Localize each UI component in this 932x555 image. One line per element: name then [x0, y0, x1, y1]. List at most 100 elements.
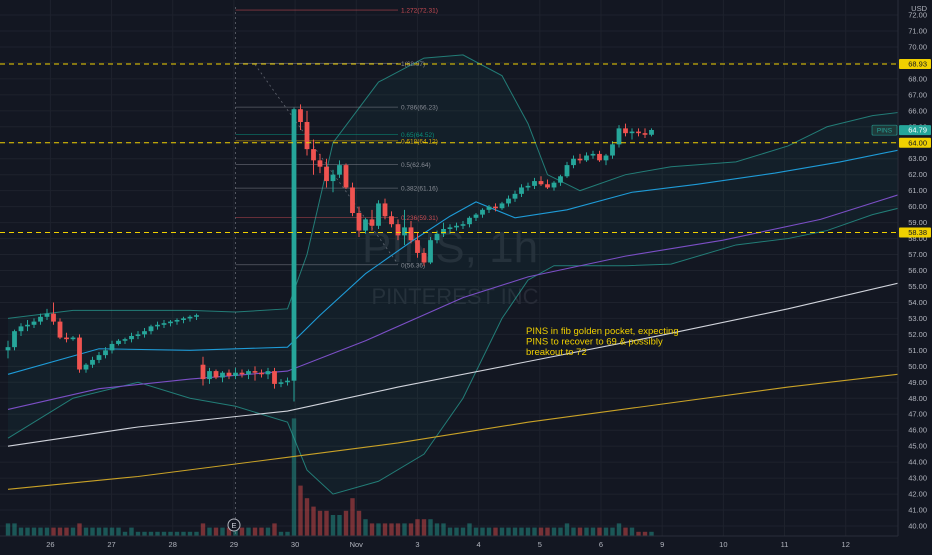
candle-body[interactable] — [83, 364, 89, 370]
time-axis[interactable]: 26 27 28 29 30 Nov 3 4 5 6 9 10 11 12 — [0, 535, 898, 549]
candle-body[interactable] — [467, 217, 472, 225]
candle-body[interactable] — [434, 233, 440, 241]
candle-body[interactable] — [538, 181, 544, 185]
candle-body[interactable] — [428, 240, 433, 263]
candle-body[interactable] — [5, 347, 11, 351]
candle-body[interactable] — [18, 326, 24, 332]
candle-body[interactable] — [252, 371, 258, 373]
candle-body[interactable] — [558, 176, 563, 183]
candle-body[interactable] — [447, 227, 453, 229]
candle-body[interactable] — [584, 155, 589, 161]
candle-body[interactable] — [330, 174, 336, 182]
annotation[interactable]: PINS in fib golden pocket, expectingPINS… — [526, 326, 679, 358]
candle-body[interactable] — [207, 371, 212, 380]
candle-body[interactable] — [90, 359, 95, 365]
candle-body[interactable] — [486, 206, 492, 210]
candle-body[interactable] — [103, 350, 108, 356]
candle-body[interactable] — [597, 153, 602, 161]
candle-body[interactable] — [109, 343, 115, 351]
candle-body[interactable] — [636, 131, 641, 134]
candle-body[interactable] — [415, 240, 420, 253]
price-axis[interactable]: USD 40.00 41.00 42.00 43.00 44.00 45.00 46.00 4… — [897, 0, 932, 550]
horizontal-lines[interactable]: PINS — [0, 63, 898, 233]
candle-body[interactable] — [148, 326, 154, 332]
candle-body[interactable] — [525, 185, 531, 188]
candle-body[interactable] — [278, 382, 284, 384]
earnings-marker[interactable]: E — [227, 518, 241, 532]
candle-body[interactable] — [473, 214, 479, 218]
candle-body[interactable] — [317, 160, 323, 167]
candle-body[interactable] — [31, 321, 37, 325]
candle-body[interactable] — [441, 228, 446, 234]
candle-body[interactable] — [545, 184, 550, 188]
candle-body[interactable] — [44, 313, 50, 317]
candle-body[interactable] — [174, 320, 180, 322]
candle-body[interactable] — [161, 323, 167, 325]
candle-body[interactable] — [77, 337, 82, 370]
candle-body[interactable] — [116, 340, 121, 344]
candle-body[interactable] — [25, 324, 30, 327]
candle-body[interactable] — [246, 371, 251, 375]
candle-body[interactable] — [285, 380, 290, 383]
candle-body[interactable] — [532, 181, 537, 186]
candle-body[interactable] — [265, 371, 271, 375]
candle-body[interactable] — [343, 165, 349, 188]
candle-body[interactable] — [304, 121, 310, 150]
candle-body[interactable] — [460, 224, 466, 226]
candle-body[interactable] — [395, 224, 401, 236]
candle-body[interactable] — [38, 316, 43, 322]
candle-body[interactable] — [57, 321, 63, 338]
candle-body[interactable] — [454, 225, 459, 228]
candle-body[interactable] — [590, 153, 596, 156]
candle-body[interactable] — [506, 198, 511, 204]
candle-body[interactable] — [376, 203, 381, 226]
candle-body[interactable] — [194, 315, 199, 317]
candle-body[interactable] — [577, 158, 583, 161]
candle-body[interactable] — [519, 187, 524, 194]
candle-body[interactable] — [499, 203, 505, 209]
candle-body[interactable] — [571, 158, 576, 166]
candle-body[interactable] — [480, 209, 485, 215]
annotation-line[interactable]: PINS to recover to 69 & possibly — [526, 337, 663, 348]
candle-body[interactable] — [623, 128, 628, 134]
earnings-icon[interactable] — [227, 518, 241, 532]
candle-body[interactable] — [421, 252, 427, 263]
candle-body[interactable] — [551, 182, 557, 188]
candle-body[interactable] — [64, 337, 69, 340]
candle-body[interactable] — [350, 187, 355, 214]
candle-body[interactable] — [610, 144, 615, 156]
annotation-line[interactable]: PINS in fib golden pocket, expecting — [526, 326, 679, 337]
candle-body[interactable] — [213, 371, 219, 378]
fib-retracement[interactable]: 1.272(72.31) 1(68.97) 0.786(66.23) 0.65(64.… — [235, 7, 438, 536]
candle-body[interactable] — [389, 216, 394, 225]
candle-body[interactable] — [155, 324, 160, 327]
candle-body[interactable] — [239, 372, 245, 375]
candle-body[interactable] — [564, 165, 570, 177]
candle-body[interactable] — [649, 129, 654, 135]
candle-body[interactable] — [493, 206, 498, 209]
candle-body[interactable] — [96, 355, 102, 360]
candle-body[interactable] — [135, 334, 141, 336]
candle-body[interactable] — [356, 213, 362, 231]
candle-body[interactable] — [629, 131, 635, 134]
candle-body[interactable] — [220, 372, 225, 378]
candle-body[interactable] — [226, 372, 232, 376]
candle-body[interactable] — [272, 371, 277, 384]
candle-body[interactable] — [12, 331, 17, 348]
candle-body[interactable] — [51, 313, 56, 322]
candle-body[interactable] — [363, 219, 368, 231]
candle-body[interactable] — [408, 227, 414, 241]
candle-body[interactable] — [233, 372, 238, 376]
candle-body[interactable] — [259, 372, 264, 375]
candle-body[interactable] — [369, 219, 375, 226]
candle-body[interactable] — [324, 166, 329, 182]
candle-body[interactable] — [70, 337, 76, 340]
candles[interactable] — [5, 104, 654, 402]
candle-body[interactable] — [642, 133, 648, 135]
candle-body[interactable] — [337, 165, 342, 175]
candle-body[interactable] — [129, 335, 134, 340]
candle-body[interactable] — [402, 227, 407, 236]
candle-body[interactable] — [122, 339, 128, 341]
candle-body[interactable] — [200, 364, 206, 380]
